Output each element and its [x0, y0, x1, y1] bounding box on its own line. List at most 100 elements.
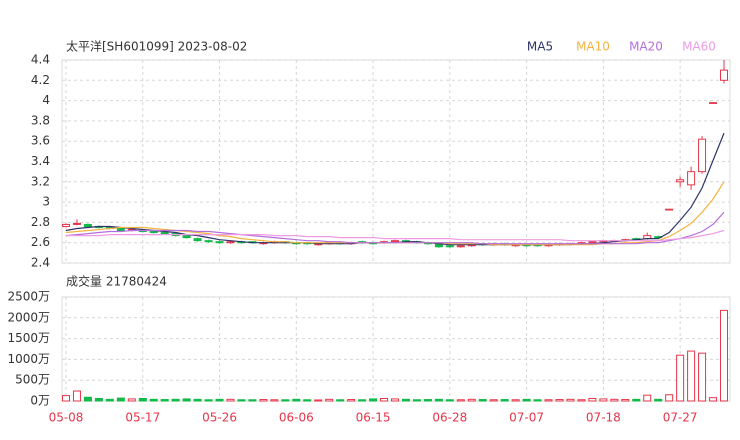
y2-tick-label: 0万: [30, 394, 50, 408]
volume-bar: [259, 399, 268, 402]
legend-label: MA60: [682, 40, 716, 54]
y-tick-label: 2.8: [31, 215, 50, 229]
volume-bar: [533, 399, 542, 402]
volume-bar: [138, 398, 147, 402]
y-tick-label: 3.6: [31, 134, 50, 148]
volume-bar: [434, 398, 443, 402]
volume-bar: [215, 398, 224, 402]
volume-bar: [116, 397, 125, 402]
legend-label: MA5: [527, 40, 553, 54]
y-tick-label: 2.6: [31, 235, 50, 249]
volume-bar: [610, 398, 619, 402]
y2-tick-label: 1500万: [7, 331, 50, 345]
ma-line: [65, 132, 725, 246]
volume-bar: [445, 399, 454, 402]
volume-bar: [566, 398, 575, 402]
volume-bar: [588, 398, 597, 402]
volume-bar: [193, 398, 202, 402]
candle-body: [160, 232, 169, 235]
volume-bar: [720, 309, 728, 402]
volume-bar: [643, 394, 652, 402]
volume-bar: [522, 398, 531, 402]
x-tick-label: 07-18: [586, 411, 621, 425]
chart-title: 太平洋[SH601099] 2023-08-02: [66, 39, 247, 54]
volume-bar: [204, 399, 213, 402]
candle-body: [588, 241, 597, 244]
volume-title: 成交量 21780424: [66, 274, 167, 289]
volume-bar: [62, 395, 70, 402]
y-tick-label: 4.4: [31, 53, 50, 67]
y-tick-label: 3.2: [31, 174, 50, 188]
volume-bar: [401, 398, 410, 402]
volume-bar: [478, 399, 487, 402]
x-tick-label: 05-26: [202, 411, 237, 425]
y2-tick-label: 1000万: [7, 352, 50, 366]
volume-bar: [171, 398, 180, 402]
legend-label: MA10: [576, 40, 610, 54]
volume-bar: [72, 390, 81, 402]
y-tick-label: 3: [42, 195, 50, 209]
volume-bar: [380, 398, 389, 402]
candle-body: [116, 227, 125, 232]
volume-bar: [665, 394, 674, 402]
candle-body: [62, 223, 70, 227]
candle-body: [193, 238, 202, 242]
volume-bar: [412, 399, 421, 402]
volume-bar: [369, 398, 378, 402]
volume-bar: [654, 398, 663, 402]
y-tick-label: 3.4: [31, 154, 50, 168]
legend-label: MA20: [629, 40, 663, 54]
x-tick-label: 06-06: [279, 411, 314, 425]
volume-bar: [358, 399, 367, 402]
volume-bar: [577, 399, 586, 402]
volume-bar: [555, 399, 564, 402]
y-tick-label: 3.8: [31, 113, 50, 127]
volume-bar: [511, 399, 520, 402]
volume-bar: [292, 398, 301, 402]
candle-body: [83, 223, 92, 227]
y2-tick-label: 500万: [15, 373, 50, 387]
ma-line: [66, 229, 725, 242]
ma-line: [65, 211, 725, 245]
candle-body: [215, 241, 224, 244]
volume-bar: [281, 399, 290, 402]
x-tick-label: 07-27: [663, 411, 698, 425]
candle-body: [676, 179, 685, 183]
candle-body: [456, 245, 465, 248]
candle-body: [182, 235, 191, 239]
candle-body: [72, 222, 81, 225]
volume-bar: [160, 399, 169, 402]
y-tick-label: 4: [42, 93, 50, 107]
volume-bar: [698, 352, 707, 402]
volume-bar: [105, 398, 114, 402]
volume-bar: [709, 397, 718, 402]
x-tick-label: 07-07: [509, 411, 544, 425]
candle-body: [720, 69, 728, 81]
volume-bar: [391, 398, 399, 402]
volume-bar: [687, 350, 696, 402]
volume-bar: [94, 398, 103, 402]
volume-bar: [149, 398, 158, 402]
ma-line: [65, 181, 725, 246]
volume-bar: [336, 399, 345, 402]
volume-bar: [456, 399, 465, 402]
y-tick-label: 2.4: [31, 256, 50, 270]
candle-body: [687, 171, 696, 186]
volume-bar: [621, 399, 630, 402]
x-tick-label: 05-17: [125, 411, 160, 425]
volume-bar: [599, 398, 608, 402]
volume-bar: [467, 398, 476, 402]
volume-bar: [303, 399, 312, 402]
candle-body: [665, 208, 674, 211]
volume-bar: [632, 398, 641, 402]
volume-bar: [314, 399, 323, 402]
volume-bar: [237, 399, 246, 402]
candle-body: [149, 231, 158, 234]
volume-bar: [544, 399, 553, 402]
volume-bar: [83, 396, 92, 402]
candle-body: [698, 138, 707, 173]
volume-bar: [489, 399, 498, 402]
volume-bar: [347, 399, 356, 402]
